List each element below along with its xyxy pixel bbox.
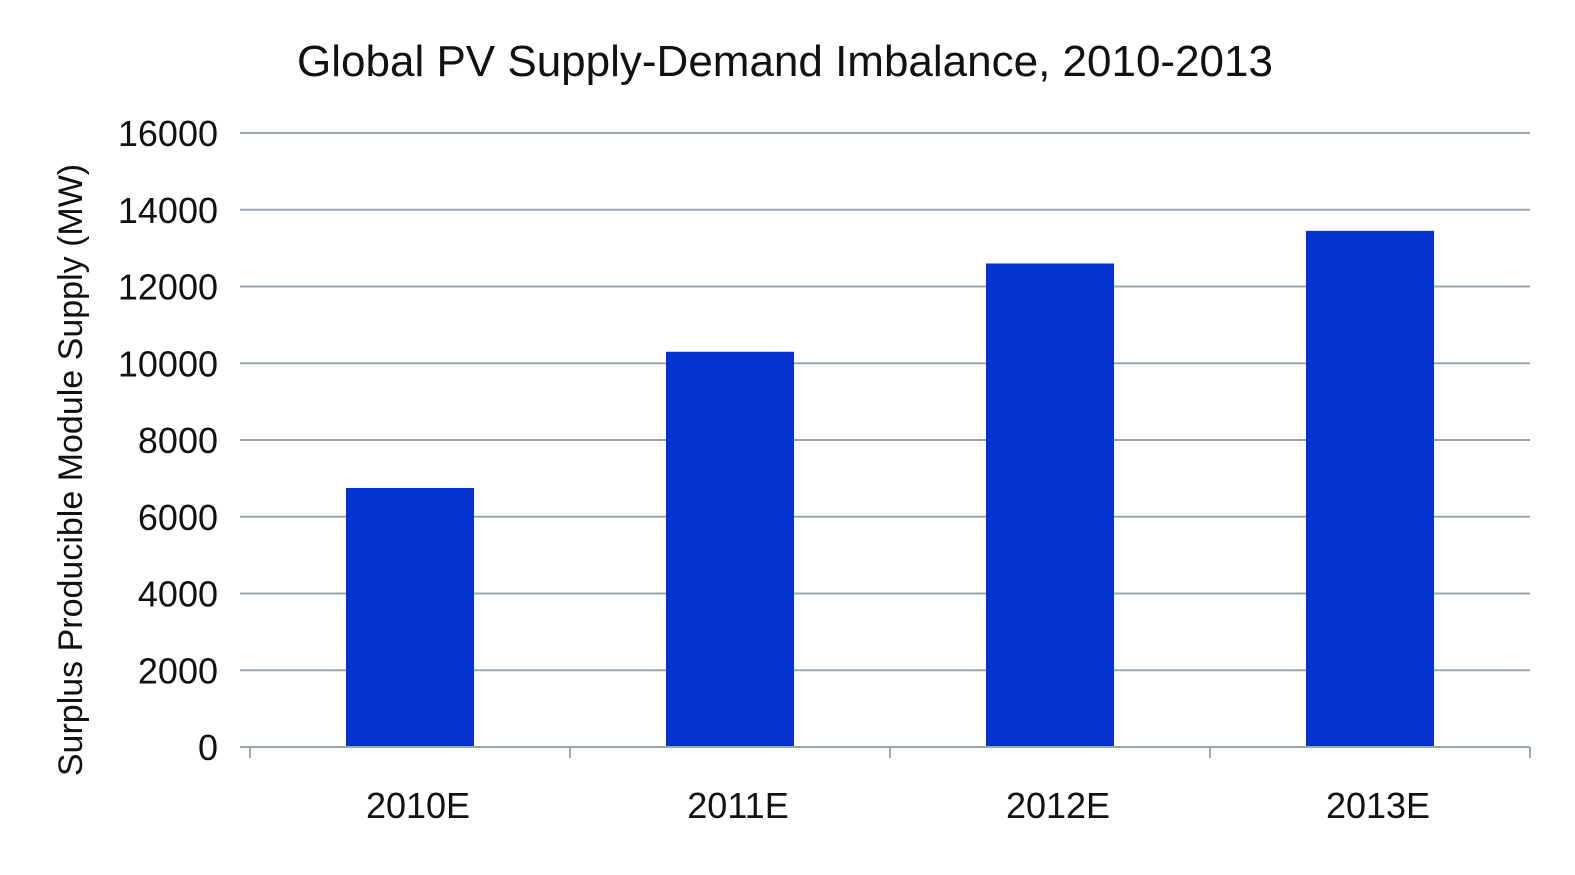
y-tick-label: 14000 (118, 190, 218, 231)
bars (346, 230, 1434, 747)
y-axis-tick-labels: 0 2000 4000 6000 8000 10000 12000 14000 16000 (118, 113, 218, 768)
bar-2012e (986, 263, 1114, 747)
y-tick-label: 10000 (118, 343, 218, 384)
y-tick-label: 2000 (138, 650, 218, 691)
y-tick-label: 8000 (138, 420, 218, 461)
bar-2011e (666, 351, 794, 747)
x-tick-label: 2011E (687, 785, 788, 826)
x-tick-label: 2012E (1006, 785, 1110, 826)
bar-2010e (346, 487, 474, 747)
x-axis (240, 746, 1531, 758)
x-tick-label: 2013E (1326, 785, 1430, 826)
y-tick-label: 16000 (118, 113, 218, 154)
chart-title: Global PV Supply-Demand Imbalance, 2010-… (297, 37, 1273, 86)
y-tick-label: 6000 (138, 497, 218, 538)
y-tick-label: 0 (198, 727, 218, 768)
y-tick-label: 4000 (138, 574, 218, 615)
y-axis-label: Surplus Producible Module Supply (MW) (52, 164, 90, 776)
x-axis-tick-labels: 2010E 2011E 2012E 2013E (366, 785, 1430, 826)
x-tick-label: 2010E (366, 785, 470, 826)
bar-2013e (1306, 230, 1434, 747)
y-tick-label: 12000 (118, 267, 218, 308)
